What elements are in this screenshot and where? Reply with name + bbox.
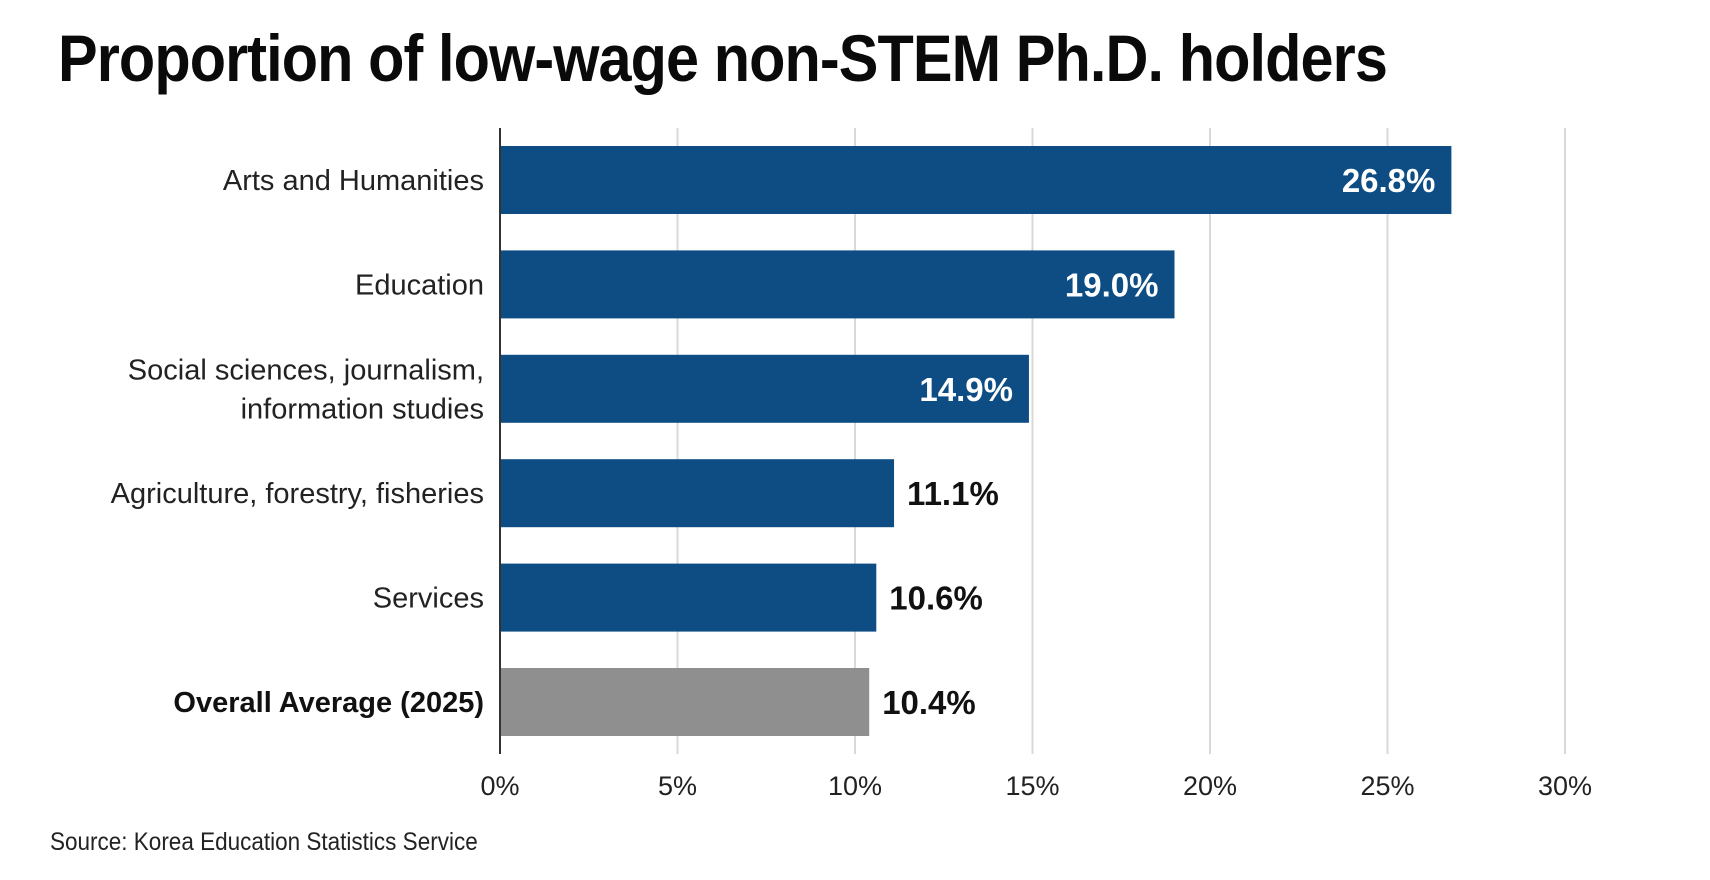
category-label: Agriculture, forestry, fisheries — [111, 478, 484, 510]
chart-title: Proportion of low-wage non-STEM Ph.D. ho… — [58, 21, 1388, 95]
category-labels: Arts and Humanities Education Social scien… — [111, 165, 484, 719]
bar-1 — [500, 146, 1452, 214]
bars — [500, 146, 1452, 736]
x-tick-label: 30% — [1538, 771, 1592, 801]
category-label: Education — [355, 269, 484, 301]
category-label-line: Overall Average (2025) — [173, 687, 484, 719]
category-label: Arts and Humanities — [223, 165, 484, 197]
bar-3 — [500, 354, 1029, 423]
category-label: Social sciences, journalism, information … — [128, 354, 484, 425]
x-tick-label: 10% — [828, 771, 882, 801]
bar-4 — [500, 459, 895, 528]
x-tick-label: 5% — [658, 771, 697, 801]
category-label-line: Social sciences, journalism, — [128, 354, 484, 386]
value-labels: 26.8% 19.0% 14.9% 11.1% 10.6% 10.4% — [882, 162, 1435, 721]
bar-5 — [500, 563, 877, 632]
value-label: 11.1% — [907, 475, 999, 512]
category-label-line: Agriculture, forestry, fisheries — [111, 478, 484, 510]
bar-2 — [500, 250, 1175, 319]
x-tick-labels: 0% 5% 10% 15% 20% 25% 30% — [480, 771, 1592, 801]
category-label-line: Arts and Humanities — [223, 165, 484, 197]
category-label: Services — [373, 583, 484, 615]
value-label: 10.4% — [882, 684, 976, 721]
value-label: 14.9% — [919, 371, 1013, 408]
x-tick-label: 15% — [1005, 771, 1059, 801]
x-tick-label: 0% — [480, 771, 519, 801]
source-note: Source: Korea Education Statistics Servi… — [50, 828, 478, 856]
category-label-line: information studies — [241, 393, 484, 425]
bar-6 — [500, 668, 870, 736]
x-tick-label: 25% — [1360, 771, 1414, 801]
category-label-line: Services — [373, 583, 484, 615]
value-label: 19.0% — [1065, 266, 1159, 303]
category-label: Overall Average (2025) — [173, 687, 484, 719]
value-label: 26.8% — [1342, 162, 1436, 199]
category-label-line: Education — [355, 269, 484, 301]
gridlines — [676, 128, 1566, 754]
value-label: 10.6% — [889, 580, 983, 617]
x-tick-label: 20% — [1183, 771, 1237, 801]
